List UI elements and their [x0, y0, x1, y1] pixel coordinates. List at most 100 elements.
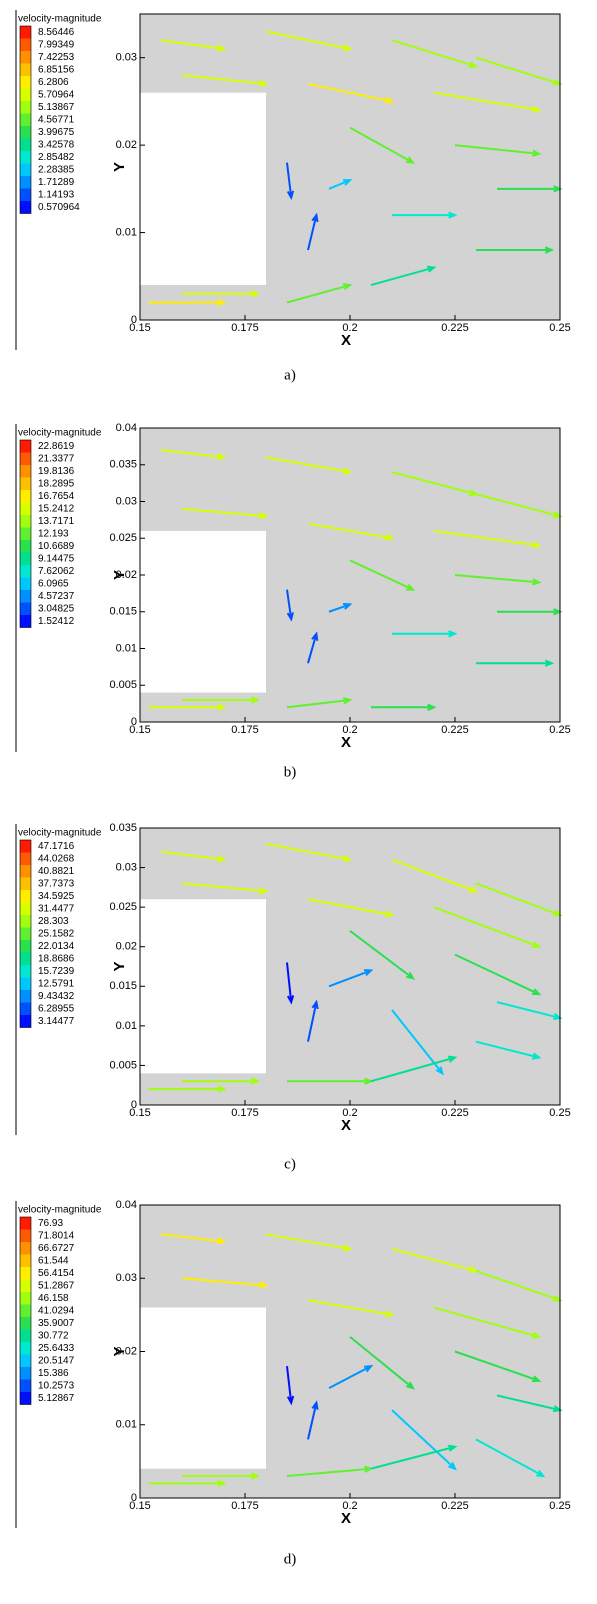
x-tick-label: 0.175 — [231, 322, 259, 334]
legend-frame — [19, 439, 32, 628]
velocity-arrow — [475, 1040, 542, 1060]
legend-swatch — [20, 990, 31, 1003]
legend-swatch — [20, 465, 31, 478]
x-tick-label: 0.225 — [441, 724, 469, 736]
y-tick-label: 0 — [131, 1492, 137, 1504]
legend-swatch — [20, 1304, 31, 1317]
legend-frame — [19, 839, 32, 1028]
caption: d) — [284, 1551, 297, 1567]
y-axis-title: Y — [111, 570, 128, 580]
legend-swatch — [20, 1242, 31, 1255]
y-tick-label: 0.01 — [116, 642, 137, 654]
legend-label: 28.303 — [38, 916, 69, 927]
velocity-arrow — [454, 953, 542, 996]
legend-label: 18.2895 — [38, 478, 75, 489]
velocity-arrow — [265, 842, 353, 863]
velocity-arrow — [160, 1233, 227, 1245]
legend-swatch — [20, 1317, 31, 1330]
velocity-arrow — [286, 589, 294, 622]
y-tick-label: 0.03 — [116, 495, 137, 507]
legend-swatch — [20, 1015, 31, 1028]
velocity-arrow — [349, 1336, 415, 1390]
velocity-arrow — [433, 529, 542, 549]
legend-swatch — [20, 138, 31, 151]
legend-swatch — [20, 602, 31, 615]
legend-label: 1.52412 — [38, 616, 75, 627]
x-axis-title: X — [341, 734, 351, 751]
obstacle — [140, 899, 266, 1074]
velocity-arrow — [454, 144, 542, 157]
legend-swatch — [20, 1292, 31, 1305]
velocity-arrow — [349, 930, 416, 980]
legend-label: 34.5925 — [38, 891, 75, 902]
velocity-arrow — [286, 1366, 295, 1406]
velocity-arrow — [148, 1479, 227, 1488]
legend-label: 41.0294 — [38, 1305, 75, 1316]
legend-swatch — [20, 852, 31, 865]
velocity-arrow — [328, 602, 353, 613]
y-tick-label: 0.04 — [116, 422, 137, 434]
legend-swatch — [20, 188, 31, 201]
legend-swatch — [20, 540, 31, 553]
velocity-arrow — [307, 1299, 395, 1318]
legend-swatch — [20, 1229, 31, 1242]
velocity-arrow — [265, 456, 353, 475]
velocity-arrow — [182, 696, 261, 704]
x-tick-label: 0.175 — [231, 1500, 259, 1512]
legend-label: 47.1716 — [38, 841, 75, 852]
y-tick-label: 0.01 — [116, 226, 137, 238]
legend-swatch — [20, 176, 31, 189]
legend-label: 15.2412 — [38, 503, 75, 514]
legend-label: 56.4154 — [38, 1268, 75, 1279]
legend-swatch — [20, 113, 31, 126]
panel: 0.15 0.175 0.2 0.225 0.25 0 0.01 0.02 0.03 X Yvelo… — [15, 10, 571, 383]
legend-label: 1.14193 — [38, 189, 75, 200]
velocity-arrow — [148, 298, 227, 307]
legend-title: velocity-magnitude — [18, 428, 102, 439]
velocity-arrow — [287, 1077, 374, 1085]
legend-label: 8.56446 — [38, 27, 75, 38]
velocity-arrow — [392, 630, 458, 638]
y-tick-label: 0 — [131, 1099, 137, 1111]
legend-label: 4.56771 — [38, 114, 75, 125]
legend-label: 71.8014 — [38, 1230, 75, 1241]
y-tick-label: 0 — [131, 716, 137, 728]
legend-label: 51.2867 — [38, 1280, 75, 1291]
x-tick-label: 0.15 — [129, 322, 150, 334]
velocity-arrow — [307, 1400, 319, 1440]
velocity-arrow — [349, 126, 416, 164]
legend-frame — [19, 1216, 32, 1405]
y-tick-label: 0.03 — [116, 861, 137, 873]
panel: 0.15 0.175 0.2 0.225 0.25 0 0.005 0.01 0.015 0.02… — [15, 822, 571, 1172]
legend-label: 46.158 — [38, 1293, 69, 1304]
legend-swatch — [20, 1392, 31, 1405]
velocity-arrow — [148, 703, 227, 711]
y-tick-label: 0.02 — [116, 569, 137, 581]
y-axis-title: Y — [111, 162, 128, 172]
legend-swatch — [20, 163, 31, 176]
legend-swatch — [20, 490, 31, 503]
legend-swatch — [20, 940, 31, 953]
velocity-arrow — [265, 1233, 353, 1252]
legend-swatch — [20, 502, 31, 515]
velocity-arrow — [370, 1444, 458, 1470]
legend-swatch — [20, 1379, 31, 1392]
legend-swatch — [20, 26, 31, 39]
legend-label: 0.570964 — [38, 202, 80, 213]
velocity-arrow — [328, 1364, 374, 1390]
x-tick-label: 0.25 — [549, 724, 570, 736]
legend-label: 6.85156 — [38, 64, 75, 75]
velocity-arrow — [181, 507, 269, 520]
legend-swatch — [20, 840, 31, 853]
legend-label: 7.62062 — [38, 566, 75, 577]
legend-swatch — [20, 1002, 31, 1015]
legend-label: 2.28385 — [38, 164, 75, 175]
legend-swatch — [20, 452, 31, 465]
legend-label: 10.2573 — [38, 1380, 75, 1391]
obstacle — [140, 530, 266, 693]
x-tick-label: 0.15 — [129, 1500, 150, 1512]
legend-label: 13.7171 — [38, 516, 75, 527]
legend-label: 3.04825 — [38, 603, 75, 614]
legend-label: 37.7373 — [38, 878, 75, 889]
